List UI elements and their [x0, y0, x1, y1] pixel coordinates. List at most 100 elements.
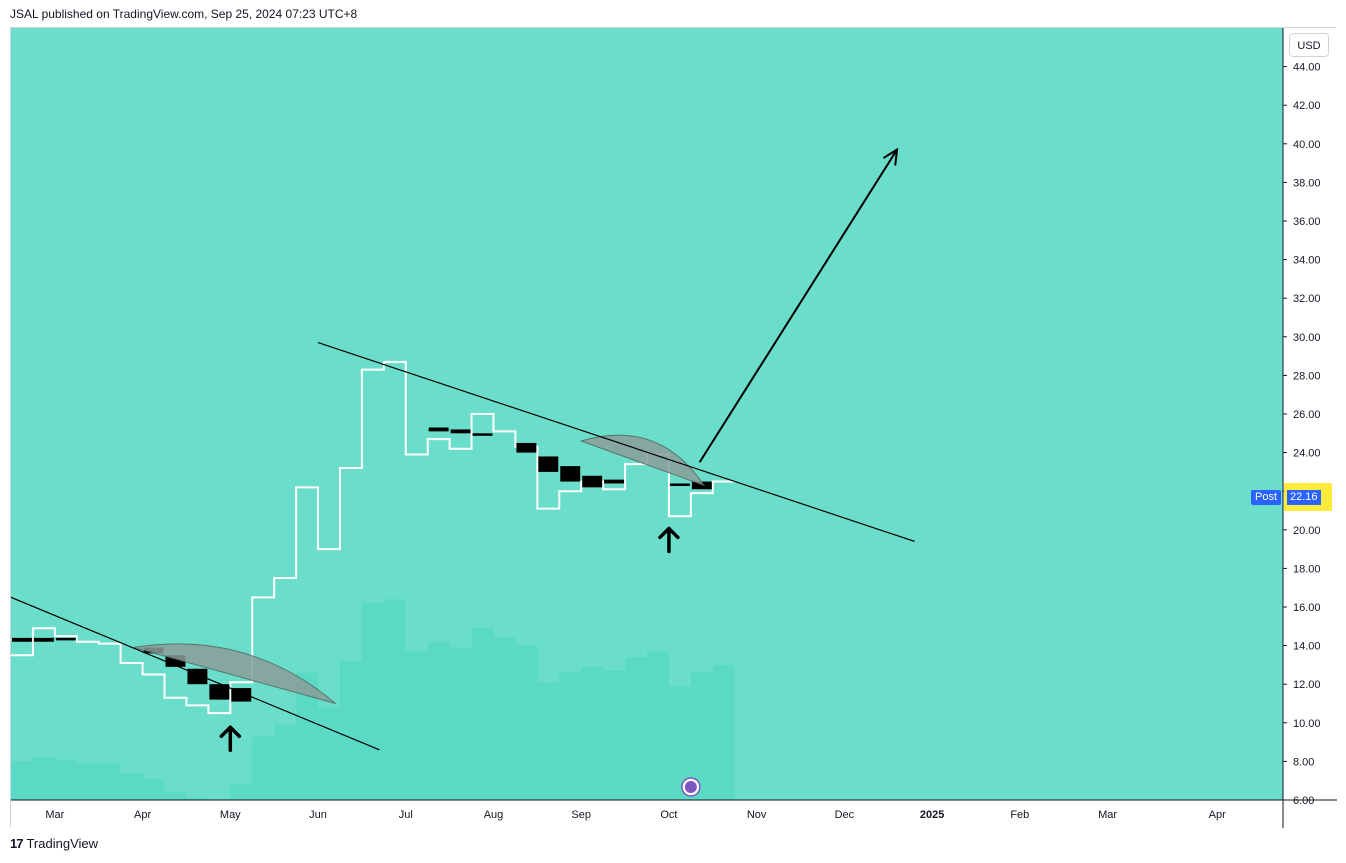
arrow-head-icon: [882, 147, 899, 166]
candle-body: [691, 481, 712, 490]
volume-bar: [318, 707, 340, 800]
y-tick-label: 44.00: [1293, 62, 1321, 74]
volume-bar: [515, 645, 538, 800]
candle-body: [604, 479, 625, 484]
footer-brand: 17 TradingView: [10, 836, 98, 851]
volume-bar: [230, 784, 253, 800]
y-tick-label: 12.00: [1293, 679, 1321, 691]
y-tick-label: 38.00: [1293, 177, 1321, 189]
x-tick-label: 2025: [920, 809, 944, 821]
price-axis-panel: [1283, 28, 1337, 828]
y-tick-label: 30.00: [1293, 332, 1321, 344]
x-tick-label: Mar: [45, 809, 64, 821]
volume-bar: [164, 792, 187, 800]
candle-body: [12, 637, 32, 642]
trendline: [11, 596, 380, 751]
volume-bar: [405, 651, 428, 800]
candle-body: [428, 427, 449, 432]
x-tick-label: Dec: [835, 809, 855, 821]
x-tick-label: Oct: [660, 809, 677, 821]
event-marker-dot: [684, 781, 697, 793]
volume-bar: [252, 736, 275, 800]
volume-bar: [98, 763, 121, 800]
y-tick-label: 14.00: [1293, 641, 1321, 653]
trendline: [317, 342, 915, 542]
x-tick-label: May: [220, 809, 241, 821]
chart-svg[interactable]: 6.00 8.00 10.00 12.00 14.00 16.00 18.00 20.00 22…: [11, 28, 1337, 828]
volume-bar: [361, 603, 384, 800]
tradingview-logo-icon: 17: [10, 836, 24, 851]
x-tick-label: Aug: [484, 809, 504, 821]
y-tick-label: 28.00: [1293, 370, 1321, 382]
x-tick-label: Mar: [1098, 809, 1117, 821]
volume-bar: [142, 778, 165, 800]
candle-body: [472, 433, 493, 436]
volume-bar: [537, 682, 560, 800]
candle-body: [516, 442, 537, 453]
post-price-value: 22.16: [1287, 490, 1321, 505]
volume-bar: [120, 772, 143, 800]
candle-body: [165, 655, 186, 667]
volume-bar: [712, 664, 735, 800]
volume-bar: [427, 641, 450, 800]
y-tick-label: 8.00: [1293, 756, 1314, 768]
candle-body: [231, 688, 252, 702]
chart-frame: 6.00 8.00 10.00 12.00 14.00 16.00 18.00 20.00 22…: [10, 27, 1337, 828]
x-tick-label: Nov: [747, 809, 767, 821]
y-tick-label: 20.00: [1293, 525, 1321, 537]
candle-body: [538, 456, 559, 472]
candle-body: [669, 483, 690, 486]
candle-body: [209, 684, 230, 700]
candle-body: [33, 637, 54, 642]
volume-bar: [449, 647, 472, 800]
y-tick-label: 18.00: [1293, 563, 1321, 575]
up-arrow-icon: [658, 526, 680, 554]
volume-bar: [383, 599, 406, 800]
x-tick-label: Feb: [1010, 809, 1029, 821]
currency-button[interactable]: USD: [1289, 33, 1329, 57]
volume-bar: [339, 661, 362, 800]
y-tick-label: 26.00: [1293, 409, 1321, 421]
post-market-label: Post: [1251, 490, 1282, 505]
volume-bar: [32, 757, 55, 800]
publisher-header: JSAL published on TradingView.com, Sep 2…: [10, 7, 358, 21]
volume-bar: [603, 670, 626, 800]
x-tick-label: Apr: [1209, 809, 1226, 821]
y-tick-label: 34.00: [1293, 255, 1321, 267]
candle-body: [582, 475, 603, 488]
x-tick-label: Jul: [399, 809, 413, 821]
volume-bar: [76, 763, 99, 800]
volume-bar: [581, 666, 604, 800]
volume-bar: [647, 651, 669, 800]
x-tick-label: Jun: [309, 809, 327, 821]
curve-arc: [133, 643, 336, 704]
volume-bar: [559, 672, 582, 800]
volume-bar: [54, 759, 77, 800]
candle-body: [55, 637, 76, 641]
volume-bar: [690, 672, 713, 800]
y-tick-label: 10.00: [1293, 718, 1321, 730]
projection-arrow: [698, 149, 898, 463]
y-tick-label: 24.00: [1293, 448, 1321, 460]
y-tick-label: 16.00: [1293, 602, 1321, 614]
volume-bar: [296, 672, 319, 800]
x-tick-label: Sep: [571, 809, 591, 821]
candle-body: [560, 466, 581, 482]
volume-bar: [186, 798, 209, 800]
y-tick-label: 42.00: [1293, 100, 1321, 112]
y-tick-label: 32.00: [1293, 293, 1321, 305]
volume-bar: [471, 628, 494, 800]
y-tick-label: 40.00: [1293, 139, 1321, 151]
volume-bar: [274, 724, 297, 800]
price-step-line: [11, 360, 735, 715]
x-tick-label: Apr: [134, 809, 151, 821]
up-arrow-icon: [219, 725, 242, 752]
price-tag: 22.16: [1284, 483, 1332, 511]
brand-name: TradingView: [26, 836, 99, 851]
volume-bar: [493, 637, 516, 800]
volume-bar: [11, 761, 33, 800]
time-axis-panel: [11, 800, 1283, 828]
volume-bar: [625, 657, 647, 800]
volume-bar: [668, 686, 691, 800]
y-tick-label: 36.00: [1293, 216, 1321, 228]
